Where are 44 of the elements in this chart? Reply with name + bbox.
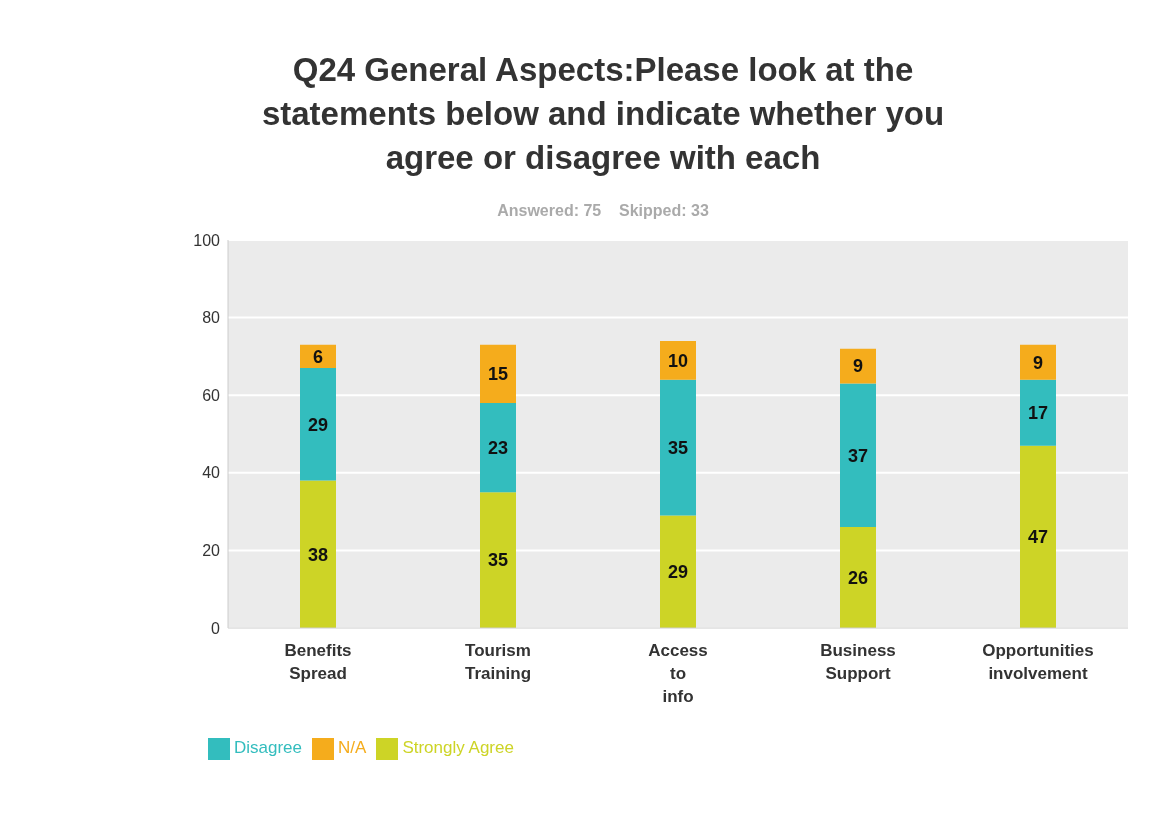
y-tick-label: 0	[211, 619, 221, 637]
chart-subtitle: Answered: 75 Skipped: 33	[496, 202, 710, 220]
x-tick-label: Business Support	[820, 641, 896, 683]
data-label: 47	[1027, 527, 1049, 548]
data-label: 29	[667, 562, 689, 583]
x-tick-label: Opportunities involvement	[982, 641, 1094, 683]
bar	[660, 515, 696, 628]
data-label: 15	[487, 364, 509, 385]
x-tick-label: Tourism Training	[464, 641, 532, 683]
data-label: 9	[1032, 352, 1044, 373]
legend-label: N/A	[338, 738, 367, 758]
data-label: 17	[1027, 403, 1049, 424]
bar	[480, 344, 516, 403]
bar	[840, 348, 876, 384]
data-label: 26	[847, 567, 869, 588]
bar	[480, 492, 516, 628]
bar	[1020, 445, 1056, 628]
bar	[300, 480, 336, 628]
data-label: 6	[312, 346, 324, 367]
y-tick-label: 20	[202, 542, 221, 560]
bar	[480, 402, 516, 493]
data-label: 38	[307, 544, 329, 565]
legend-label: Strongly Agree	[402, 738, 514, 758]
x-tick-label: Access to info	[648, 641, 708, 706]
y-tick-label: 60	[202, 386, 221, 404]
x-tick-label: Benefits Spread	[284, 641, 352, 683]
data-label: 35	[667, 437, 689, 458]
data-label: 37	[847, 445, 869, 466]
y-tick-label: 100	[193, 231, 221, 249]
legend-label: Disagree	[234, 738, 303, 758]
bar	[1020, 379, 1056, 446]
bar	[1020, 344, 1056, 380]
data-label: 10	[667, 350, 689, 371]
data-label: 9	[852, 356, 864, 377]
y-tick-label: 40	[202, 464, 221, 482]
bar	[840, 527, 876, 628]
chart-title: Q24 General Aspects:Please look at the statements below and indicate whether you agree or disagree with each	[260, 50, 946, 178]
bar	[300, 368, 336, 481]
data-label: 23	[487, 437, 509, 458]
bar	[660, 379, 696, 516]
bar	[840, 383, 876, 528]
y-tick-label: 80	[202, 309, 221, 327]
data-label: 35	[487, 550, 509, 571]
data-label: 29	[307, 414, 329, 435]
